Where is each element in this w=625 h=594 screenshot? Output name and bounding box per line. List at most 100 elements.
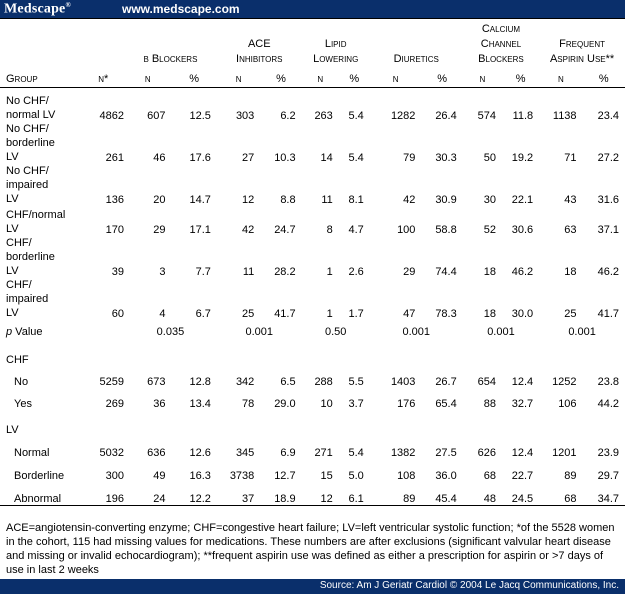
pct-cell: 27.2: [597, 152, 619, 164]
aspirin-header-line2: Aspirin Use**: [549, 53, 615, 65]
count-cell: 46: [153, 152, 166, 164]
group-label: CHF/normal LV: [0, 206, 83, 236]
count-cell: 673: [147, 376, 166, 388]
sub-n: n: [123, 65, 172, 88]
pct-cell: 74.4: [435, 266, 457, 278]
header-subrow: Group n* n% n% n% n% n% n%: [0, 65, 625, 88]
pct-cell: 58.8: [435, 224, 457, 236]
count-cell: 49: [153, 470, 166, 482]
count-cell: 626: [477, 447, 496, 459]
header-row-1: Calcium: [0, 18, 625, 35]
pct-cell: 78.3: [435, 308, 457, 320]
pct-cell: 11.8: [512, 110, 534, 122]
row-label: Abnormal: [0, 482, 83, 506]
count-cell: 89: [369, 482, 422, 506]
pct-cell: 24.7: [274, 224, 296, 236]
group-label-line: No CHF/: [6, 123, 49, 135]
pct-cell: 27.5: [435, 447, 457, 459]
lv-section-label: LV: [6, 424, 19, 436]
group-label-line: LV: [6, 151, 19, 163]
pct-cell: 46.2: [511, 266, 534, 278]
pct-cell: 17.6: [189, 152, 211, 164]
pct-cell: 5.4: [348, 152, 364, 164]
pct-cell: 30.3: [435, 152, 457, 164]
table-row: Abnormal 196 24 12.2 37 18.9 12 6.1 89 45.4 48 24.5…: [0, 482, 625, 506]
count-cell: 1: [326, 266, 333, 278]
count-cell: 106: [558, 398, 577, 410]
pct-cell: 46.2: [597, 266, 619, 278]
pct-cell: 23.4: [597, 110, 619, 122]
group-label-line: CHF/: [6, 237, 32, 249]
pct-cell: 14.7: [189, 194, 211, 206]
count-cell: 15: [320, 470, 333, 482]
pct-cell: 41.7: [597, 308, 619, 320]
n-cell: 261: [105, 152, 124, 164]
pct-cell: 23.9: [597, 447, 619, 459]
pct-cell: 23.8: [597, 376, 619, 388]
pct-cell: 8.1: [348, 194, 364, 206]
count-cell: 1382: [390, 447, 416, 459]
lipid-header-line1: Lipid: [324, 38, 347, 50]
group-label-line: borderline: [6, 251, 55, 263]
table-row: CHF/impaired LV 60 4 6.7 25 41.7 1 1.7 47 78.3 18 30…: [0, 278, 625, 320]
pct-cell: 12.8: [189, 376, 211, 388]
pct-cell: 7.7: [195, 266, 211, 278]
count-cell: 342: [235, 376, 255, 388]
pct-cell: 32.7: [511, 398, 534, 410]
pct-cell: 5.4: [348, 110, 364, 122]
header-row-3: β Blockers Inhibitors Lowering Diuretics…: [0, 50, 625, 65]
pct-cell: 16.3: [189, 470, 211, 482]
pct-cell: 12.5: [189, 110, 211, 122]
pct-cell: 1.7: [348, 308, 364, 320]
count-cell: 27: [242, 152, 255, 164]
group-label: No CHF/impaired LV: [0, 164, 83, 206]
n-cell: 4862: [99, 110, 124, 122]
count-cell: 108: [397, 470, 416, 482]
count-cell: 654: [477, 376, 496, 388]
beta-blockers-header: β Blockers: [143, 53, 198, 65]
table-row: Normal 5032 636 12.6 345 6.9 271 5.4 1382 27.5 626…: [0, 436, 625, 459]
count-cell: 10: [320, 398, 333, 410]
group-label-line: LV: [6, 265, 19, 277]
count-cell: 303: [235, 110, 255, 122]
count-cell: 36: [153, 398, 166, 410]
table-row: No CHF/impaired LV 136 20 14.7 12 8.8 11 8.1 42 30…: [0, 164, 625, 206]
count-cell: 11: [242, 266, 255, 278]
count-cell: 3738: [229, 470, 255, 482]
count-cell: 18: [564, 266, 577, 278]
pct-cell: 29.0: [274, 398, 296, 410]
pct-cell: 30.0: [511, 308, 534, 320]
table-row: CHF/normal LV 170 29 17.1 42 24.7 8 4.7 100 58.8 52…: [0, 206, 625, 236]
count-cell: 12: [301, 482, 339, 506]
pct-cell: 6.7: [195, 308, 211, 320]
pct-cell: 3.7: [348, 398, 364, 410]
pct-cell: 26.7: [435, 376, 457, 388]
pct-cell: 44.2: [597, 398, 619, 410]
pct-cell: 28.2: [274, 266, 296, 278]
chf-section-row: CHF: [0, 344, 625, 366]
row-label: Borderline: [14, 470, 65, 482]
n-cell: 5259: [99, 376, 124, 388]
count-cell: 25: [242, 308, 255, 320]
pct-cell: 22.7: [511, 470, 534, 482]
group-label-line: CHF/: [6, 279, 32, 291]
group-label-line: impaired: [6, 293, 49, 305]
n-cell: 170: [105, 224, 124, 236]
ace-header-line1: ACE: [247, 38, 271, 50]
pct-cell: 5.0: [348, 470, 364, 482]
site-url-link[interactable]: www.medscape.com: [122, 2, 240, 16]
pvalue-cell: 0.001: [245, 326, 274, 338]
medscape-logo[interactable]: Medscape®: [4, 1, 71, 18]
sub-pct: %: [421, 65, 463, 88]
p-italic: p: [6, 326, 13, 338]
sub-pct: %: [260, 65, 302, 88]
pct-cell: 17.1: [189, 224, 211, 236]
pct-cell: 65.4: [435, 398, 457, 410]
pvalue-cell: 0.001: [402, 326, 431, 338]
ccb-header-line1: Calcium: [462, 18, 540, 35]
sub-n: n: [301, 65, 339, 88]
count-cell: 25: [564, 308, 577, 320]
pvalue-label: Value: [12, 326, 43, 338]
n-cell: 60: [111, 308, 124, 320]
table-row: No 5259 673 12.8 342 6.5 288 5.5 1403 26.7 654 12.4…: [0, 366, 625, 388]
